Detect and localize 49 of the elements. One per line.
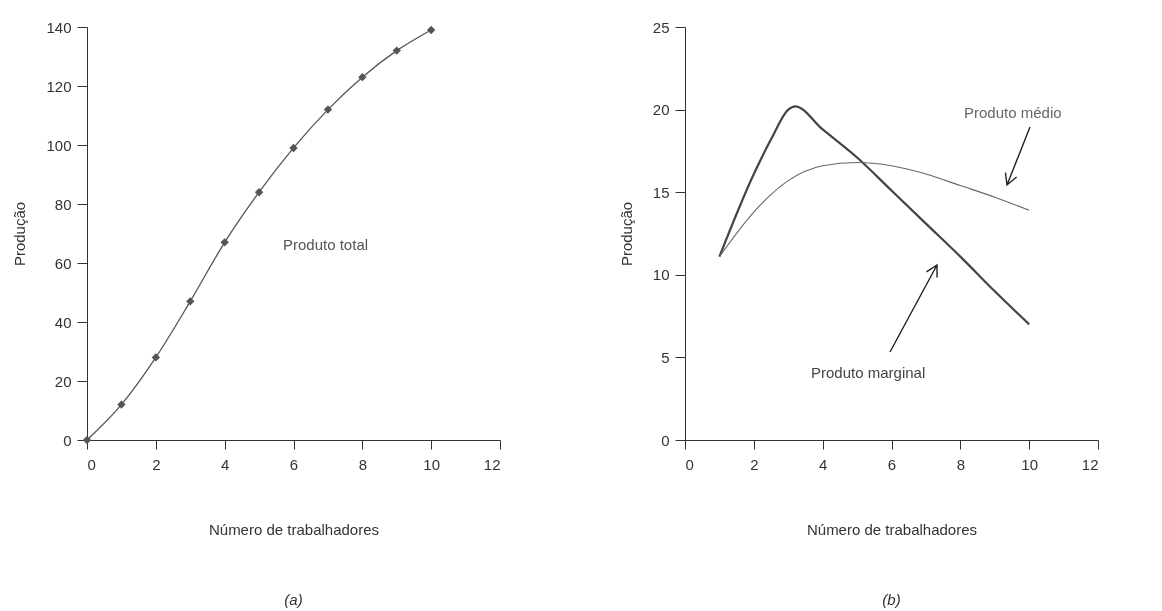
x-tick-label: 4 bbox=[818, 455, 828, 473]
y-tick-label: 140 bbox=[46, 18, 72, 36]
x-tick-label: 0 bbox=[685, 455, 694, 473]
x-tick-label: 8 bbox=[956, 455, 966, 473]
x-tick-label: 12 bbox=[483, 455, 501, 473]
y-tick-label: 0 bbox=[661, 431, 670, 449]
x-tick-label: 0 bbox=[87, 455, 96, 473]
x-tick-label: 10 bbox=[1021, 455, 1039, 473]
text: (b) bbox=[882, 591, 901, 608]
point bbox=[82, 435, 92, 445]
x-tick-label: 8 bbox=[358, 455, 368, 473]
y-axis-title: Produção bbox=[617, 201, 635, 267]
y-tick-label: 40 bbox=[54, 313, 72, 331]
point bbox=[426, 25, 436, 35]
text: Produto médio bbox=[964, 104, 1062, 121]
x-axis-title: Número de trabalhadores bbox=[806, 520, 978, 538]
y-tick-label: 25 bbox=[652, 18, 670, 36]
y-tick-label: 5 bbox=[661, 348, 670, 366]
point bbox=[358, 72, 367, 82]
y-tick-label: 120 bbox=[46, 77, 72, 95]
y-tick-label: 100 bbox=[46, 136, 72, 154]
y-tick-label: 10 bbox=[652, 266, 670, 284]
x-axis-title: Número de trabalhadores bbox=[208, 520, 380, 538]
text: (a) bbox=[284, 591, 303, 608]
x-tick-label: 6 bbox=[289, 455, 299, 473]
text: Produto marginal bbox=[811, 364, 926, 381]
y-tick-label: 20 bbox=[652, 101, 670, 119]
line-series bbox=[718, 161, 1030, 258]
x-tick-label: 2 bbox=[152, 455, 161, 473]
x-tick-label: 6 bbox=[887, 455, 897, 473]
point bbox=[117, 400, 126, 409]
x-tick-label: 12 bbox=[1081, 455, 1099, 473]
y-tick-label: 60 bbox=[54, 254, 72, 272]
text: Produto total bbox=[283, 236, 369, 253]
y-tick-label: 15 bbox=[652, 183, 670, 201]
point bbox=[186, 297, 195, 306]
y-tick-label: 0 bbox=[63, 431, 72, 449]
y-tick-label: 80 bbox=[54, 195, 72, 213]
point bbox=[254, 188, 264, 197]
y-axis-title: Produção bbox=[11, 201, 29, 267]
x-tick-label: 2 bbox=[750, 455, 759, 473]
point bbox=[323, 105, 333, 114]
x-tick-label: 4 bbox=[220, 455, 230, 473]
point bbox=[392, 46, 401, 55]
point bbox=[289, 143, 298, 153]
y-tick-label: 20 bbox=[54, 372, 72, 390]
point bbox=[220, 238, 229, 247]
x-tick-label: 10 bbox=[423, 455, 441, 473]
point bbox=[151, 353, 161, 362]
